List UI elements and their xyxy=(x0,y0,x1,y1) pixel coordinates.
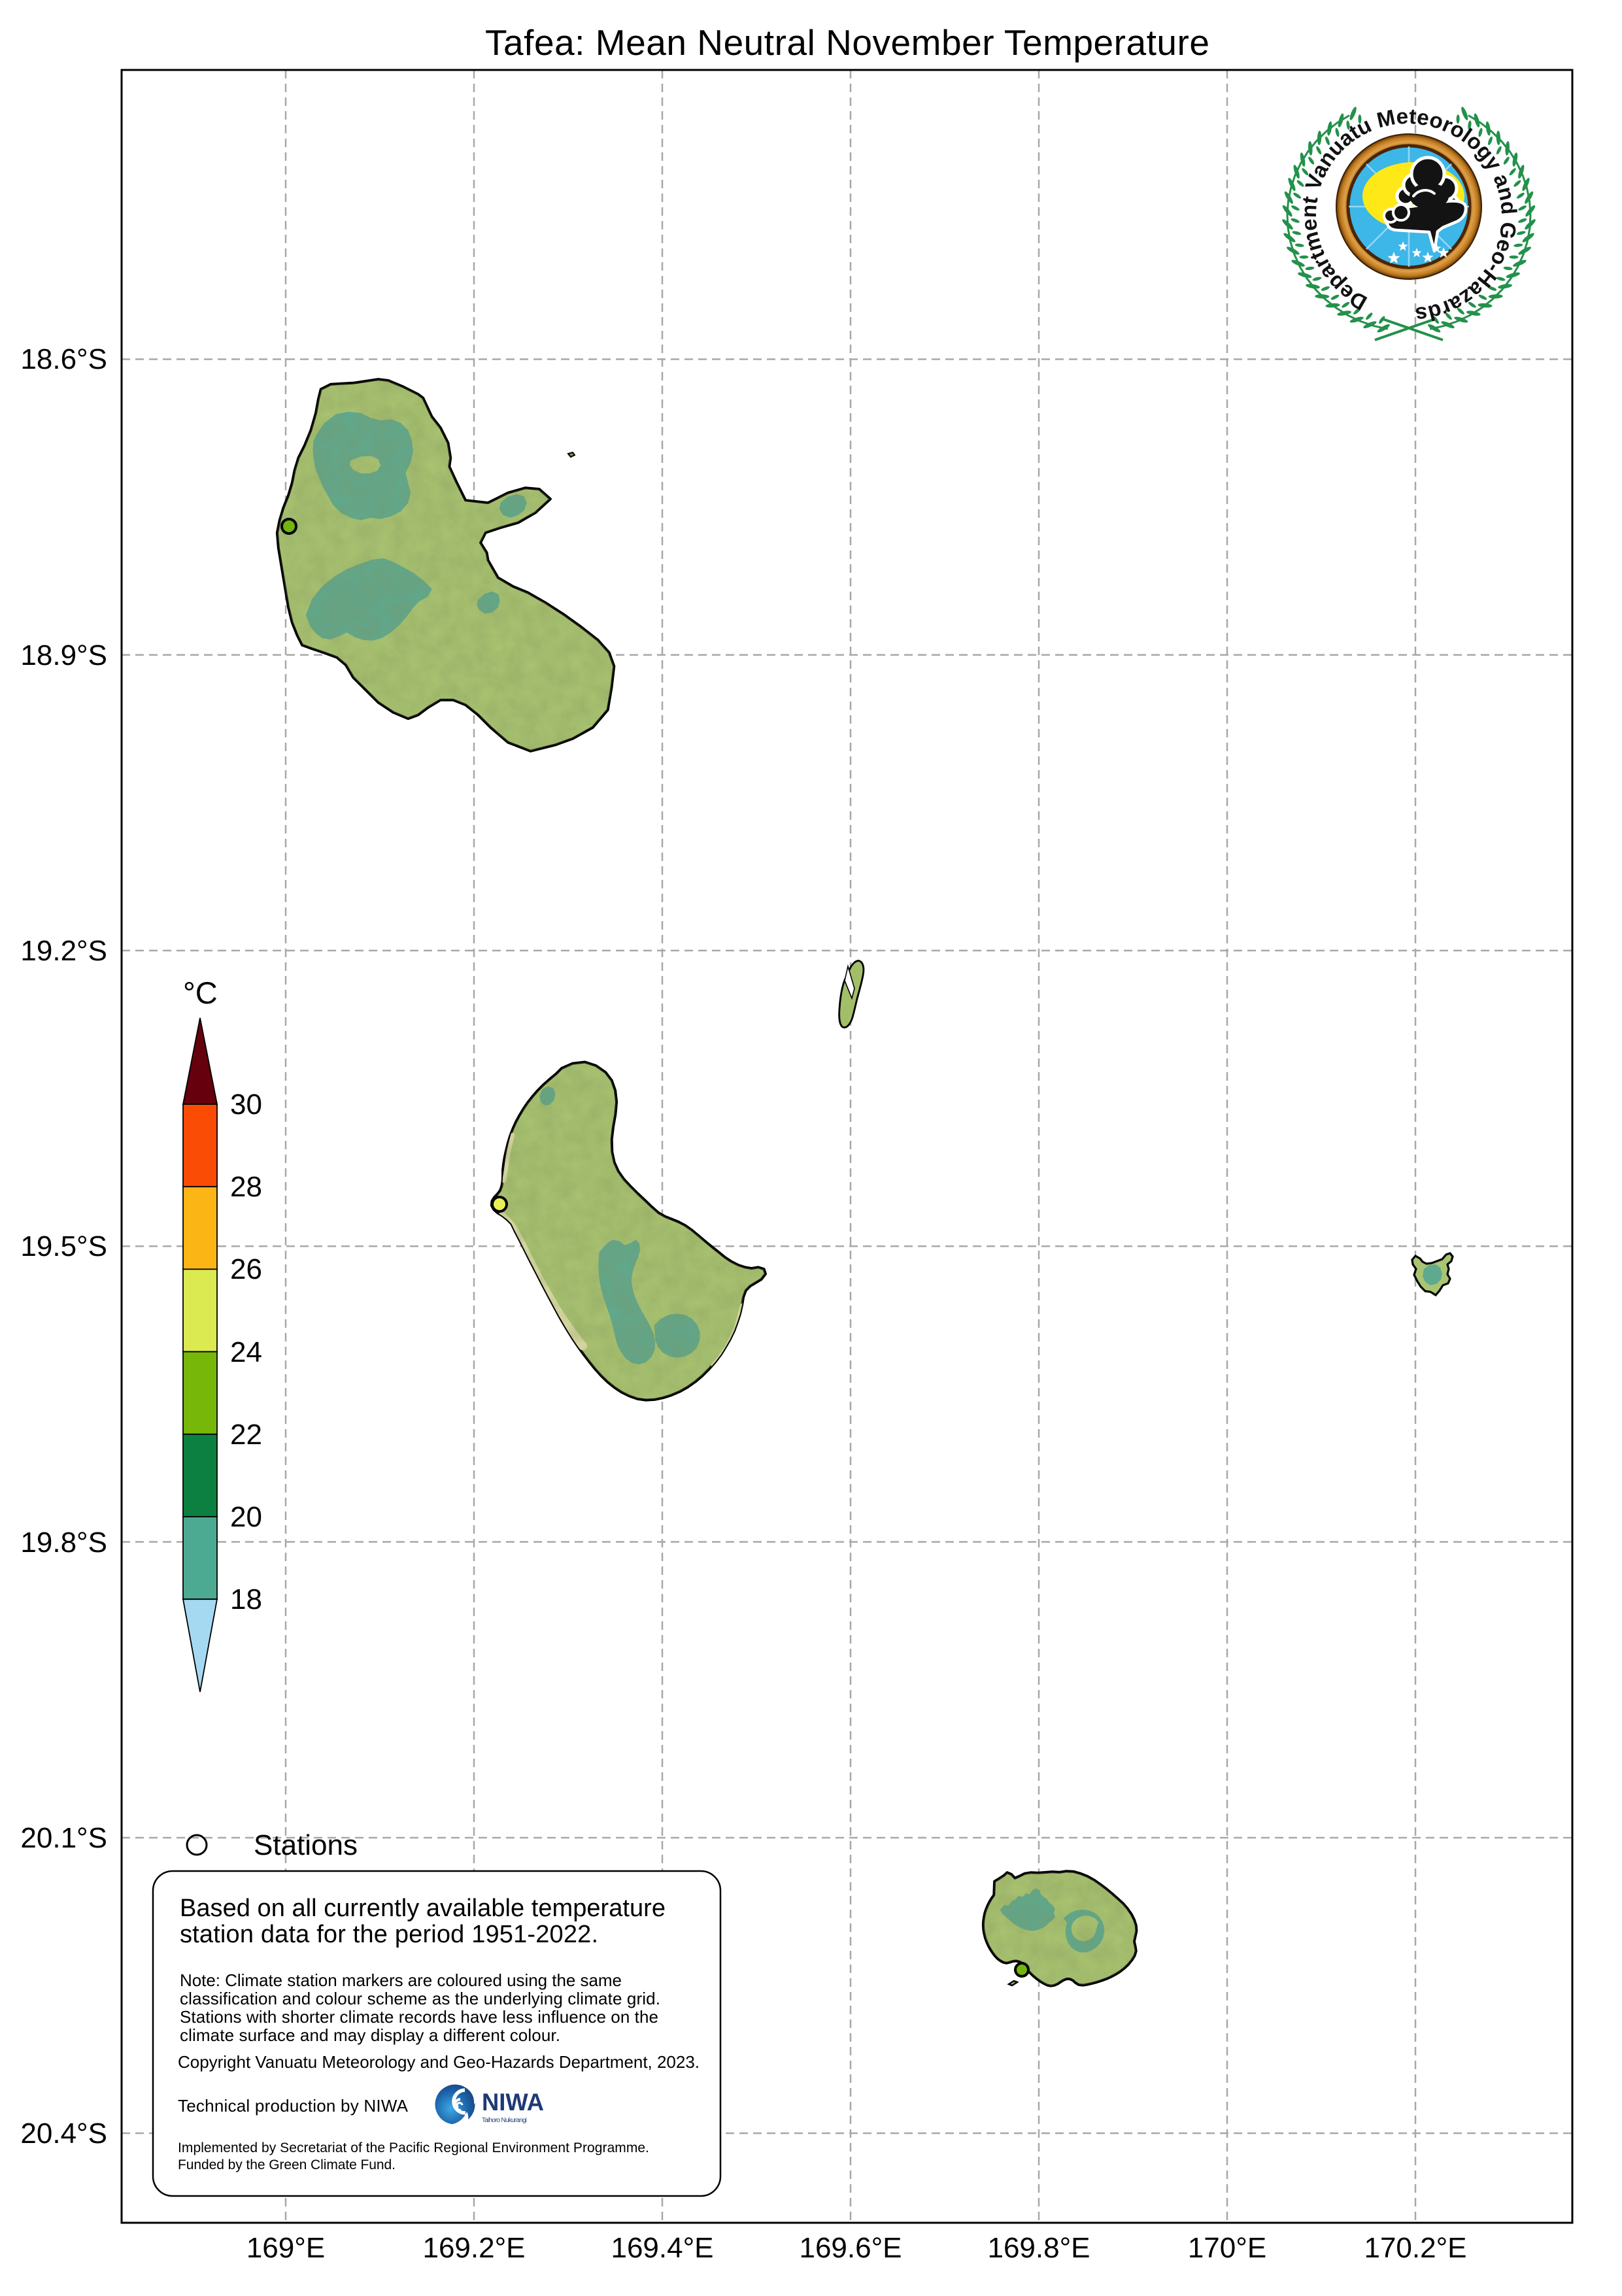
svg-text:Taihoro Nukurangi: Taihoro Nukurangi xyxy=(482,2117,527,2124)
svg-text:170°E: 170°E xyxy=(1188,2232,1266,2264)
svg-text:26: 26 xyxy=(230,1253,262,1285)
svg-text:classification and colour sche: classification and colour scheme as the … xyxy=(180,1989,660,2008)
svg-text:18: 18 xyxy=(230,1583,262,1615)
svg-text:19.8°S: 19.8°S xyxy=(20,1527,107,1559)
svg-text:30: 30 xyxy=(230,1089,262,1121)
svg-text:18.6°S: 18.6°S xyxy=(20,343,107,375)
svg-text:24: 24 xyxy=(230,1336,262,1368)
svg-text:Stations with shorter climate: Stations with shorter climate records ha… xyxy=(180,2007,658,2027)
svg-text:Stations: Stations xyxy=(254,1829,358,1861)
svg-text:169.6°E: 169.6°E xyxy=(799,2232,902,2264)
svg-text:169.2°E: 169.2°E xyxy=(422,2232,525,2264)
svg-text:station data for the period 19: station data for the period 1951-2022. xyxy=(180,1921,598,1948)
svg-text:climate surface and may displa: climate surface and may display a differ… xyxy=(180,2025,560,2045)
svg-text:169.8°E: 169.8°E xyxy=(987,2232,1090,2264)
svg-text:Implemented by Secretariat of: Implemented by Secretariat of the Pacifi… xyxy=(178,2140,649,2155)
svg-text:169.4°E: 169.4°E xyxy=(611,2232,713,2264)
svg-text:Funded by the Green Climate Fu: Funded by the Green Climate Fund. xyxy=(178,2157,396,2172)
svg-text:18.9°S: 18.9°S xyxy=(20,639,107,671)
svg-text:Technical production by NIWA: Technical production by NIWA xyxy=(178,2096,409,2116)
svg-text:169°E: 169°E xyxy=(246,2232,325,2264)
svg-text:NIWA: NIWA xyxy=(482,2089,544,2116)
svg-text:22: 22 xyxy=(230,1419,262,1451)
svg-text:Tafea: Mean Neutral November T: Tafea: Mean Neutral November Temperature xyxy=(485,22,1209,63)
svg-text:19.5°S: 19.5°S xyxy=(20,1230,107,1262)
svg-text:Based on all currently availab: Based on all currently available tempera… xyxy=(180,1895,666,1922)
svg-text:170.2°E: 170.2°E xyxy=(1364,2232,1466,2264)
svg-text:°C: °C xyxy=(183,975,218,1010)
svg-text:20.4°S: 20.4°S xyxy=(20,2118,107,2150)
svg-text:20.1°S: 20.1°S xyxy=(20,1822,107,1854)
svg-text:Copyright Vanuatu Meteorology: Copyright Vanuatu Meteorology and Geo-Ha… xyxy=(178,2052,700,2072)
svg-text:28: 28 xyxy=(230,1171,262,1203)
svg-text:20: 20 xyxy=(230,1501,262,1533)
svg-text:Note: Climate station markers: Note: Climate station markers are colour… xyxy=(180,1970,622,1990)
svg-text:19.2°S: 19.2°S xyxy=(20,935,107,967)
